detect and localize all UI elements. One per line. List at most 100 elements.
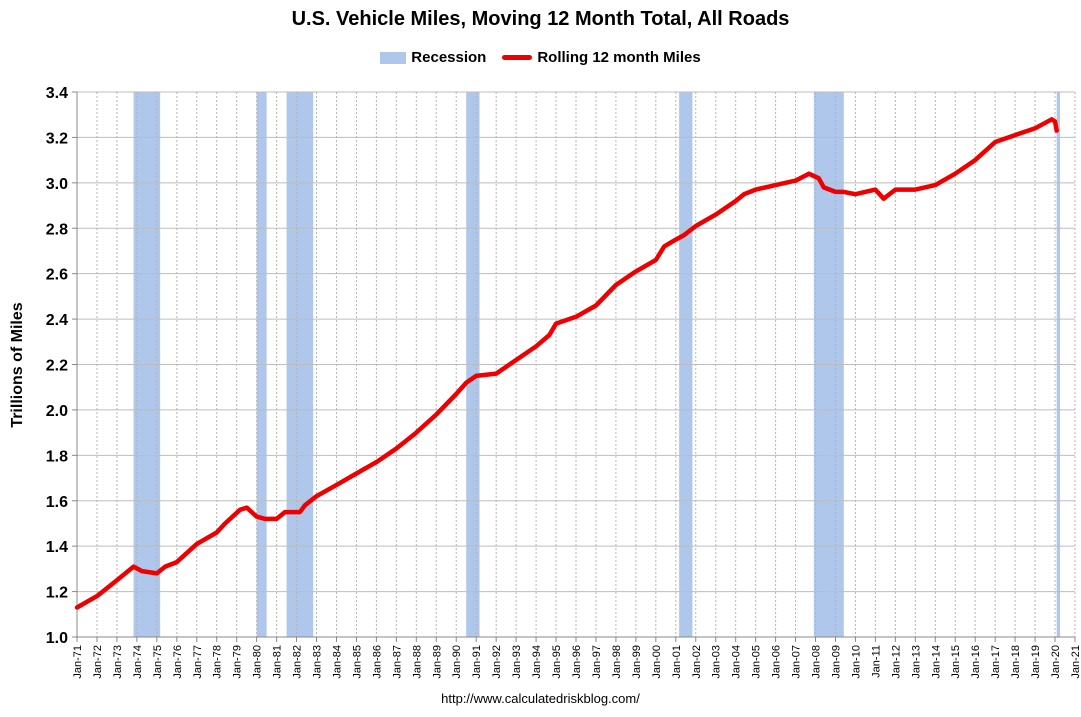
y-tick-label: 1.2 (46, 585, 68, 602)
x-tick-label: Jan-05 (751, 645, 763, 679)
series-point (334, 483, 339, 487)
x-tick-label: Jan-95 (551, 645, 563, 679)
series-point (833, 190, 838, 194)
series-point (953, 172, 957, 176)
legend-item-miles: Rolling 12 month Miles (502, 49, 701, 66)
x-tick-label: Jan-80 (252, 645, 264, 679)
x-tick-label: Jan-21 (1070, 645, 1081, 679)
series-point (303, 503, 307, 507)
x-tick-label: Jan-86 (371, 645, 383, 679)
series-point (682, 233, 686, 237)
series-point (614, 283, 618, 287)
x-tick-label: Jan-75 (152, 645, 164, 679)
series-point (694, 224, 698, 228)
series-point (654, 258, 658, 262)
y-tick-label: 2.0 (46, 403, 68, 420)
series-point (155, 571, 159, 576)
x-tick-label: Jan-89 (431, 645, 443, 679)
series-line-rolling-12-month-miles (74, 117, 1059, 610)
x-tick-label: Jan-72 (92, 645, 104, 679)
series-point (973, 158, 977, 162)
series-point (754, 188, 758, 192)
x-tick-label: Jan-87 (391, 645, 403, 679)
series-point (175, 560, 179, 564)
x-tick-label: Jan-17 (990, 645, 1002, 679)
x-tick-label: Jan-14 (930, 645, 942, 679)
x-tick-label: Jan-03 (711, 645, 723, 679)
x-tick-label: Jan-96 (571, 645, 583, 679)
series-point (893, 188, 898, 192)
y-tick-label: 3.4 (46, 85, 68, 102)
series-point (245, 506, 249, 510)
series-point (1050, 117, 1054, 121)
x-tick-label: Jan-74 (132, 645, 144, 679)
x-tick-label: Jan-93 (511, 645, 523, 679)
x-tick-label: Jan-81 (272, 645, 284, 679)
chart-legend: Recession Rolling 12 month Miles (0, 49, 1081, 66)
series-point (734, 199, 738, 203)
x-tick-label: Jan-91 (471, 645, 483, 679)
x-tick-label: Jan-71 (72, 645, 84, 679)
x-tick-label: Jan-84 (331, 645, 343, 679)
x-tick-label: Jan-99 (631, 645, 643, 679)
series-point (842, 190, 846, 194)
x-tick-label: Jan-79 (232, 645, 244, 679)
x-tick-label: Jan-10 (850, 645, 862, 679)
series-point (674, 238, 678, 242)
y-tick-label: 1.8 (46, 448, 68, 465)
series-point (298, 510, 302, 514)
series-point (993, 140, 997, 144)
x-tick-label: Jan-00 (651, 645, 663, 679)
series-point (474, 374, 478, 378)
x-tick-label: Jan-15 (950, 645, 962, 679)
series-point (290, 510, 294, 514)
series-point (263, 517, 267, 521)
series-point (394, 446, 398, 451)
x-tick-label: Jan-11 (870, 645, 882, 678)
x-tick-label: Jan-78 (212, 645, 224, 679)
x-tick-label: Jan-76 (172, 645, 184, 679)
series-point (634, 269, 638, 273)
x-tick-label: Jan-12 (890, 645, 902, 679)
series-point (873, 188, 878, 192)
y-tick-label: 2.6 (46, 267, 68, 284)
series-point (215, 530, 219, 535)
series-point (774, 183, 778, 187)
series-point (554, 322, 558, 326)
x-tick-label: Jan-83 (312, 645, 324, 679)
series-point (75, 605, 79, 610)
series-point (354, 471, 358, 476)
series-point (547, 333, 552, 337)
series-point (574, 315, 578, 319)
series-point (132, 565, 136, 569)
x-tick-label: Jan-94 (531, 645, 543, 679)
x-tick-label: Jan-88 (411, 645, 423, 679)
y-axis-label: Trillions of Miles (9, 302, 26, 428)
legend-item-recession: Recession (380, 49, 486, 66)
series-point (1013, 133, 1017, 137)
x-tick-label: Jan-06 (771, 645, 783, 679)
series-point (115, 578, 119, 582)
legend-swatch-miles (502, 55, 533, 60)
x-tick-label: Jan-98 (611, 645, 623, 679)
series-point (913, 188, 917, 192)
series-point (238, 508, 242, 512)
x-tick-label: Jan-08 (811, 645, 823, 679)
chart-title: U.S. Vehicle Miles, Moving 12 Month Tota… (291, 8, 790, 30)
y-tick-label: 2.4 (46, 312, 68, 329)
series-point (255, 515, 259, 519)
series-point (275, 517, 279, 521)
series-point (514, 358, 518, 362)
series-point (195, 542, 199, 546)
legend-label-recession: Recession (411, 49, 487, 66)
source-url: http://www.calculatedriskblog.com/ (441, 691, 640, 706)
series-point (853, 192, 858, 196)
series-point (1055, 129, 1059, 133)
y-tick-label: 1.0 (46, 630, 68, 647)
series-point (140, 569, 144, 573)
x-tick-label: Jan-92 (491, 645, 503, 679)
y-tick-label: 2.2 (46, 358, 68, 375)
x-tick-label: Jan-97 (591, 645, 603, 679)
series-point (464, 381, 468, 385)
